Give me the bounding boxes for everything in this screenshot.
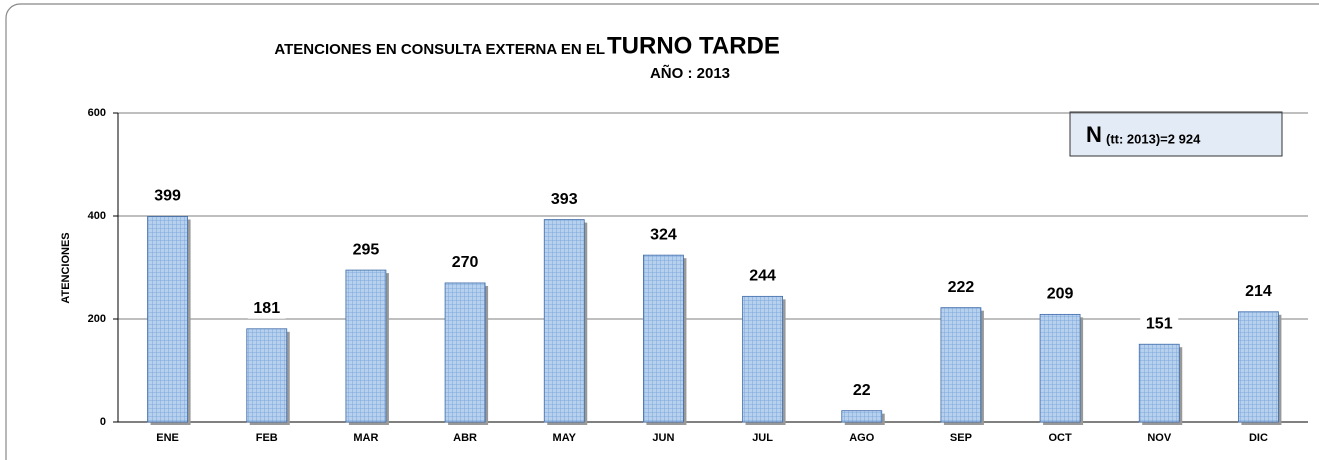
bar [246, 328, 288, 423]
data-label-bg [941, 277, 980, 298]
data-label: 244 [749, 268, 776, 285]
data-label-bg [1041, 284, 1080, 305]
data-label: 214 [1245, 283, 1272, 300]
data-label-bg [247, 298, 286, 319]
data-label-bg [1239, 281, 1278, 302]
data-label-bg [842, 380, 881, 401]
bar [643, 254, 684, 423]
y-tick-label: 0 [100, 416, 106, 428]
data-label: 324 [650, 226, 677, 243]
chart-title: ATENCIONES EN CONSULTA EXTERNA EN EL [274, 41, 605, 58]
x-tick-label: AGO [849, 432, 875, 444]
y-tick-label: 400 [88, 210, 106, 222]
bar [940, 307, 982, 423]
chart-subtitle: AÑO : 2013 [650, 64, 730, 82]
data-label: 151 [1146, 315, 1173, 332]
bar [1238, 311, 1279, 423]
data-label-bg [446, 252, 485, 273]
x-tick-label: OCT [1048, 432, 1072, 444]
bar [543, 219, 585, 423]
chart-title-emphasis: TURNO TARDE [607, 32, 780, 59]
x-tick-label: DIC [1249, 432, 1268, 444]
data-label: 399 [154, 188, 181, 205]
data-label: 209 [1047, 286, 1074, 303]
data-label: 295 [353, 241, 380, 258]
y-axis-label: ATENCIONES [60, 232, 72, 303]
bar [1138, 343, 1180, 423]
x-tick-label: JUL [752, 432, 773, 444]
annotation-main: N [1086, 122, 1102, 147]
data-label: 181 [253, 300, 280, 317]
data-label: 270 [452, 254, 479, 271]
frame [5, 3, 1319, 460]
data-label-bg [743, 266, 782, 287]
data-label-bg [346, 240, 385, 261]
x-tick-label: ABR [453, 432, 477, 444]
annotation-box [1069, 111, 1283, 157]
x-tick-label: NOV [1147, 432, 1172, 444]
y-tick-label: 600 [88, 107, 106, 119]
x-tick-label: MAR [353, 432, 378, 444]
data-label-bg [644, 225, 683, 246]
bar [444, 282, 486, 423]
x-tick-label: MAY [553, 432, 577, 444]
bar [147, 216, 188, 423]
bar [742, 295, 783, 423]
data-label: 393 [551, 191, 578, 208]
data-label-bg [148, 186, 187, 207]
data-label: 222 [948, 279, 975, 296]
x-tick-label: ENE [156, 432, 179, 444]
x-tick-label: JUN [652, 432, 674, 444]
bar [1039, 313, 1081, 423]
x-tick-label: SEP [950, 432, 972, 444]
x-tick-label: FEB [256, 432, 278, 444]
bar [345, 269, 387, 423]
y-tick-label: 200 [88, 313, 106, 325]
bar [841, 410, 883, 423]
data-label: 22 [853, 382, 871, 399]
annotation-sub: (tt: 2013)=2 924 [1106, 131, 1201, 146]
data-label-bg [1140, 314, 1179, 335]
data-label-bg [545, 189, 584, 210]
